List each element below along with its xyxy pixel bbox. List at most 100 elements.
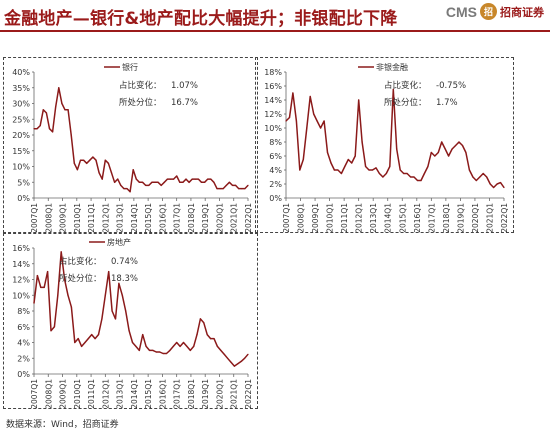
data-point [385,172,387,175]
y-tick-label: 0% [269,194,282,203]
x-tick-label: 2008Q1 [297,203,306,233]
data-point [67,109,69,111]
annotation-label: 所处分位： [119,97,162,108]
data-point [423,172,425,175]
data-point [326,151,329,154]
data-point [358,99,360,101]
data-point [154,181,156,183]
data-point [496,183,498,185]
data-point [142,334,144,336]
data-point [199,318,201,320]
data-point [225,184,227,186]
data-point [114,181,116,183]
data-point [131,341,134,344]
data-point [413,176,415,178]
x-tick-label: 2007Q1 [282,203,291,233]
x-tick-label: 2009Q1 [59,379,68,409]
data-point [223,353,225,355]
data-point [361,141,363,143]
x-tick-label: 2022Q1 [244,203,253,233]
data-point [52,131,54,133]
data-point [182,181,184,183]
data-point [216,345,218,347]
x-tick-label: 2018Q1 [187,203,196,233]
data-point [89,159,91,161]
data-point [455,144,457,147]
data-point [142,181,144,183]
data-point [42,109,44,111]
logo-mark-icon: 招 [480,3,497,20]
data-point [468,169,470,171]
x-tick-label: 2012Q1 [101,379,110,409]
data-point [371,169,374,171]
data-point [227,357,229,359]
data-point [182,341,185,344]
y-tick-label: 4% [269,166,282,175]
y-tick-label: 10% [12,163,30,172]
annotation-value: 1.7% [436,98,458,108]
x-tick-label: 2018Q1 [442,203,451,233]
chart-panel-realestate: 0% 2% 4% 6% 8% 10% 12% 14% 16% 2007Q1 2008Q1 2009Q1… [3,233,258,409]
data-point [337,169,339,171]
data-point [193,345,195,347]
x-tick-label: 2018Q1 [187,379,196,409]
data-point [437,151,439,154]
chart-0: 0% 5% 10% 15% 20% 25% 30% 35% 40% 2007Q1 2008Q1 200… [12,62,253,233]
data-point [233,365,235,367]
data-point [219,188,221,190]
data-point [76,169,78,171]
y-tick-label: 2% [17,354,30,363]
y-tick-label: 16% [264,82,282,91]
data-point [299,169,301,171]
y-tick-label: 12% [264,110,282,119]
y-tick-label: 10% [12,291,30,300]
data-point [176,341,178,344]
data-point [104,159,106,161]
data-point [204,181,206,183]
data-point [159,351,161,353]
chart-panel-bank: 0% 5% 10% 15% 20% 25% 30% 35% 40% 2007Q1 2008Q1 200… [3,57,258,233]
data-point [145,345,147,347]
x-tick-label: 2013Q1 [369,203,378,233]
data-point [152,349,154,351]
x-tick-label: 2013Q1 [116,203,125,233]
data-point [160,184,162,186]
data-point [499,182,502,184]
x-tick-label: 2015Q1 [144,203,153,233]
annotation-label: 占比变化： [384,80,427,91]
title-rule [0,30,550,32]
data-point [444,148,446,150]
data-point [33,302,35,304]
data-point [84,341,86,344]
data-point [365,165,367,168]
data-point [70,306,72,308]
data-point [53,326,56,328]
data-point [295,120,297,122]
data-point [36,128,38,130]
data-point [138,349,140,351]
data-point [128,330,130,332]
data-point [240,360,242,362]
x-tick-label: 2017Q1 [173,203,182,233]
data-point [186,345,188,347]
data-point [427,165,429,168]
y-tick-label: 5% [17,178,30,187]
data-point [200,181,203,183]
data-point [288,116,291,119]
logo-text: CMS [445,3,477,20]
annotation-value: 1.07% [171,81,198,91]
y-tick-label: 14% [12,260,30,269]
data-point [188,181,190,183]
data-point [230,361,232,363]
data-point [169,349,171,351]
x-tick-label: 2010Q1 [326,203,335,233]
y-tick-label: 6% [269,152,282,161]
data-point [179,345,181,347]
data-point [292,92,294,94]
data-point [389,165,391,168]
x-tick-label: 2017Q1 [427,203,436,233]
data-point [92,156,94,158]
x-tick-label: 2012Q1 [355,203,364,233]
y-tick-label: 8% [269,138,282,147]
chart-panel-nonbank: 0% 2% 4% 6% 8% 10% 12% 14% 16% 18% 2007Q1 2008Q1 200… [255,57,514,233]
